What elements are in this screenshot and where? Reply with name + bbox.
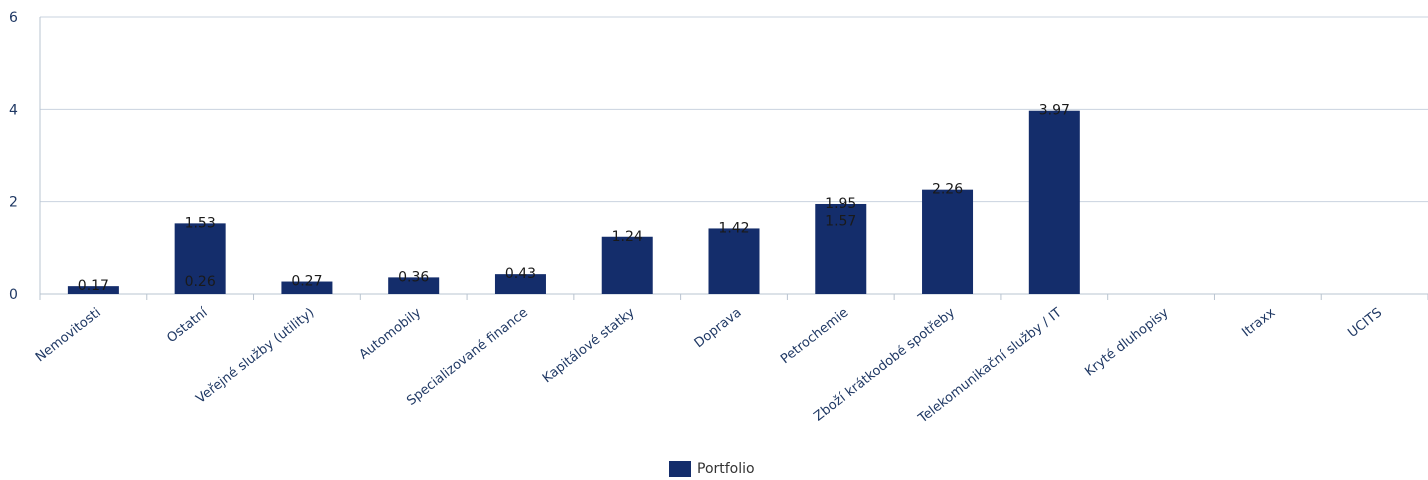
y-tick-label-2: 2 — [9, 195, 18, 211]
x-tick-label-0: Nemovitosti — [33, 305, 104, 365]
extra-data-label-1: 1.57 — [825, 214, 856, 230]
legend-swatch-portfolio — [669, 461, 691, 477]
x-tick-label-3: Automobily — [357, 305, 425, 363]
bar-1 — [174, 223, 226, 294]
bar-6 — [708, 228, 760, 294]
x-tick-label-2: Veřejné služby (utility) — [193, 305, 317, 406]
bar-4 — [494, 274, 546, 294]
bar-2 — [281, 281, 333, 294]
data-label-7: 1.95 — [825, 196, 856, 212]
data-label-8: 2.26 — [932, 182, 963, 198]
legend: Portfolio — [669, 460, 755, 478]
bar-5 — [601, 236, 653, 294]
bar-9 — [1028, 110, 1080, 295]
y-tick-label-6: 6 — [9, 10, 18, 26]
data-label-2: 0.27 — [291, 274, 322, 290]
data-label-0: 0.17 — [78, 278, 109, 294]
data-label-1: 1.53 — [185, 215, 216, 231]
x-tick-label-5: Kapitálové statky — [540, 305, 638, 386]
bar-7 — [815, 203, 867, 294]
y-tick-label-0: 0 — [9, 287, 18, 303]
bar-chart: 0 2 4 6 0.17 1.53 0.27 0.36 0.43 1.24 1.42 1.95 2.26… — [9, 10, 1428, 427]
x-tick-label-10: Kryté dluhopisy — [1082, 305, 1171, 379]
x-tick-label-12: UCITS — [1345, 305, 1385, 341]
x-tick-label-7: Petrochemie — [778, 305, 851, 367]
x-tick-label-1: Ostatní — [164, 305, 211, 346]
data-label-5: 1.24 — [612, 229, 643, 245]
data-label-3: 0.36 — [398, 269, 429, 285]
bar-8 — [922, 189, 974, 294]
legend-label-portfolio: Portfolio — [697, 461, 755, 477]
y-tick-label-4: 4 — [9, 102, 18, 118]
extra-data-label-0: 0.26 — [185, 274, 216, 290]
bar-0 — [67, 286, 119, 294]
x-tick-label-4: Specializované finance — [404, 305, 531, 409]
x-tick-label-6: Doprava — [692, 305, 745, 351]
bar-3 — [388, 277, 440, 294]
data-label-9: 3.97 — [1039, 103, 1070, 119]
data-label-6: 1.42 — [718, 220, 749, 236]
data-label-4: 0.43 — [505, 266, 536, 282]
x-tick-label-11: Itraxx — [1239, 305, 1278, 340]
